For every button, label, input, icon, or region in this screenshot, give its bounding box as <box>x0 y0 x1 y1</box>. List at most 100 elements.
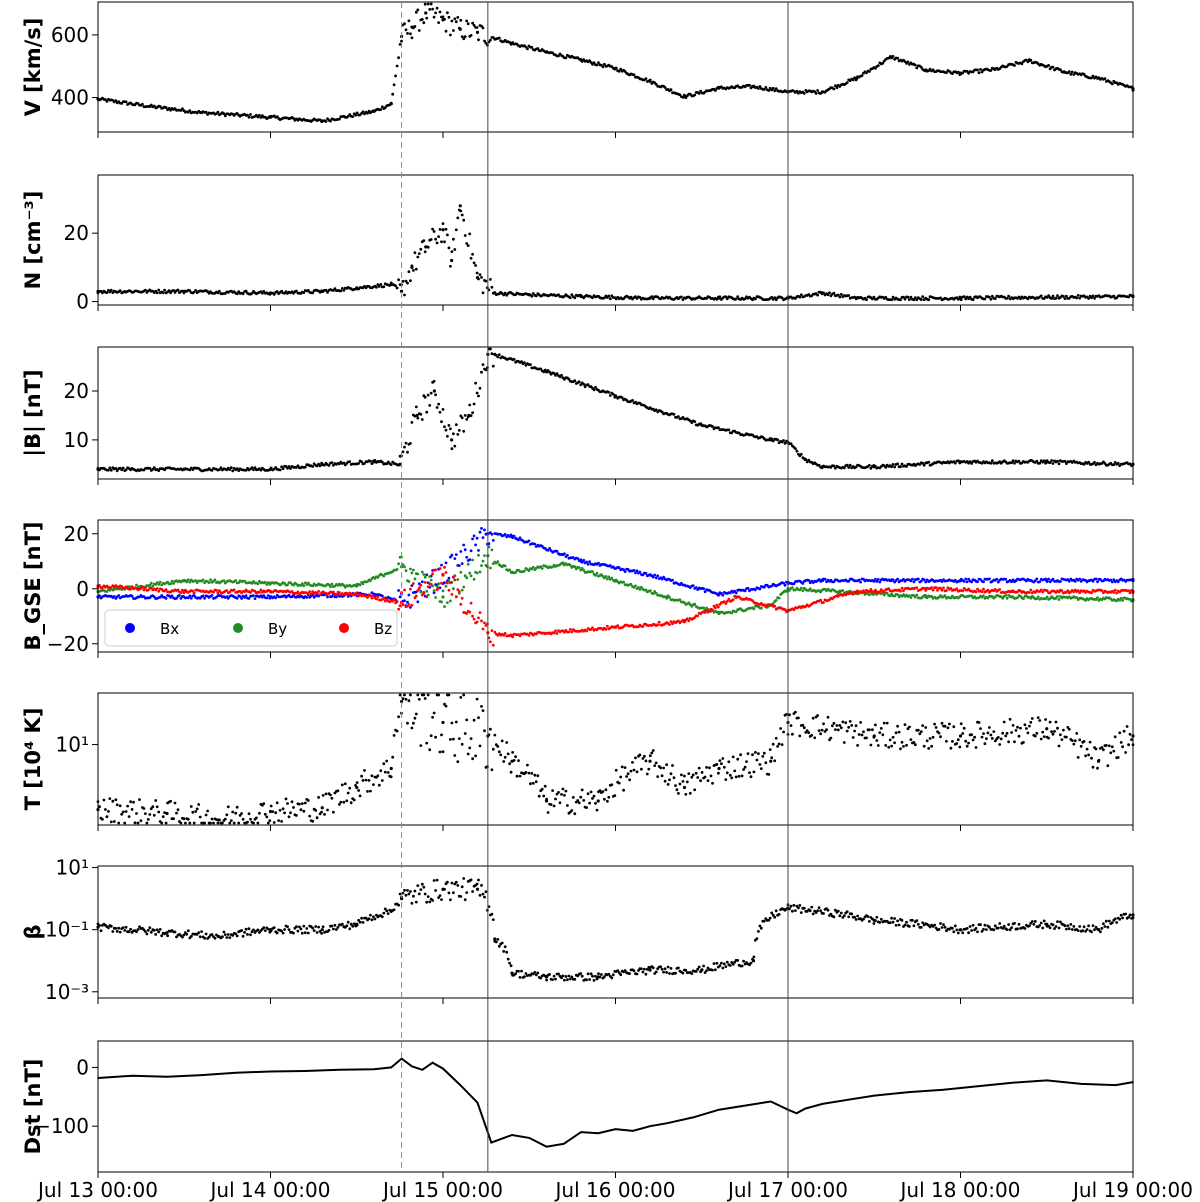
trace-point <box>825 728 828 732</box>
trace-point <box>638 295 642 299</box>
trace-point <box>708 766 711 770</box>
trace-point <box>693 420 697 423</box>
trace-point <box>497 750 501 754</box>
trace-point <box>124 810 128 813</box>
trace-point <box>773 604 777 608</box>
trace-point <box>564 789 568 793</box>
trace-point <box>1051 462 1055 465</box>
trace-point <box>654 82 658 86</box>
trace-point <box>872 735 876 739</box>
trace-point <box>403 22 406 26</box>
trace-point <box>388 284 392 287</box>
trace-point <box>884 466 888 469</box>
trace-point <box>577 566 581 569</box>
trace-point <box>234 579 238 582</box>
data-point <box>400 289 404 293</box>
trace-point <box>108 466 112 470</box>
trace-point <box>403 445 406 449</box>
trace-point <box>404 28 408 32</box>
trace-point <box>896 56 899 60</box>
trace-point <box>546 811 550 814</box>
trace-point <box>529 782 532 786</box>
trace-point <box>709 774 713 778</box>
trace-point <box>681 780 685 783</box>
trace-point <box>438 410 442 414</box>
trace-point <box>499 753 503 757</box>
trace-point <box>449 581 452 585</box>
trace-point <box>580 788 584 792</box>
trace-point <box>382 285 386 289</box>
trace-point <box>743 589 747 593</box>
trace-point <box>444 704 448 708</box>
trace-point <box>468 571 472 575</box>
trace-point <box>891 735 895 739</box>
trace-point <box>441 750 445 754</box>
trace-point <box>604 627 608 631</box>
trace-point <box>414 594 418 598</box>
trace-point <box>419 412 423 416</box>
trace-point <box>697 766 701 770</box>
trace-point <box>869 466 873 470</box>
trace-point <box>660 577 664 581</box>
trace-point <box>324 120 328 123</box>
trace-point <box>573 296 577 300</box>
trace-point <box>731 598 735 601</box>
trace-point <box>842 466 846 470</box>
trace-point <box>774 598 778 602</box>
trace-point <box>222 112 226 116</box>
trace-point <box>1065 294 1068 298</box>
trace-point <box>201 594 205 598</box>
trace-point <box>1057 598 1061 601</box>
trace-point <box>913 296 917 300</box>
trace-point <box>1112 463 1116 466</box>
trace-point <box>456 578 460 581</box>
trace-point <box>472 617 476 621</box>
trace-point <box>395 286 399 290</box>
trace-point <box>956 297 960 301</box>
trace-point <box>586 562 590 566</box>
trace-point <box>1010 461 1013 465</box>
trace-point <box>472 261 476 265</box>
trace-point <box>912 298 916 302</box>
trace-point <box>545 797 548 801</box>
trace-point <box>979 68 982 71</box>
trace-point <box>483 554 486 557</box>
trace-point <box>798 734 802 738</box>
trace-point <box>540 567 544 570</box>
trace-point <box>446 581 449 585</box>
trace-point <box>339 800 343 804</box>
trace-point <box>188 468 192 472</box>
trace-point <box>377 285 381 288</box>
trace-point <box>745 760 748 763</box>
trace-point <box>255 816 258 820</box>
trace-point <box>728 773 732 777</box>
trace-point <box>250 291 254 295</box>
trace-point <box>412 568 415 572</box>
trace-point <box>995 577 999 581</box>
trace-point <box>764 761 768 765</box>
trace-point <box>503 755 507 759</box>
trace-point <box>265 815 269 819</box>
trace-point <box>834 728 837 731</box>
trace-point <box>351 115 355 118</box>
trace-point <box>734 591 738 595</box>
trace-point <box>209 821 212 825</box>
trace-point <box>860 74 864 77</box>
trace-point <box>847 579 851 583</box>
trace-point <box>324 792 328 796</box>
trace-point <box>782 581 785 585</box>
trace-point <box>585 629 588 633</box>
trace-point <box>579 383 583 387</box>
trace-point <box>181 107 184 111</box>
trace-point <box>409 606 412 609</box>
data-point <box>596 799 600 803</box>
trace-point <box>376 595 380 599</box>
trace-point <box>847 466 851 469</box>
trace-point <box>478 744 482 748</box>
trace-point <box>552 804 556 808</box>
trace-point <box>158 105 162 108</box>
trace-point <box>854 78 858 82</box>
trace-point <box>677 415 680 418</box>
y-tick-label: 10 <box>64 428 89 452</box>
